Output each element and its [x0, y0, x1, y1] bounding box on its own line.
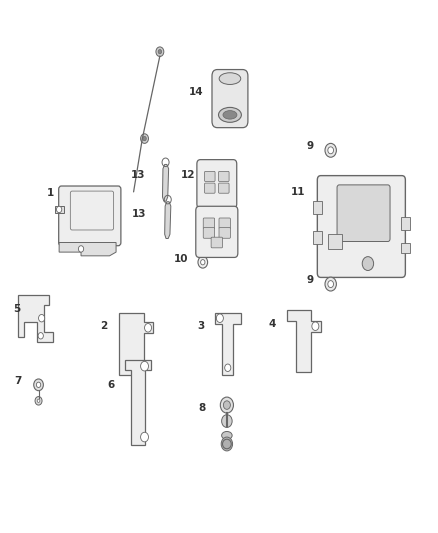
- FancyBboxPatch shape: [219, 228, 230, 238]
- Circle shape: [158, 50, 162, 54]
- FancyBboxPatch shape: [205, 171, 215, 181]
- Circle shape: [328, 147, 334, 154]
- Circle shape: [35, 397, 42, 405]
- Polygon shape: [215, 313, 241, 375]
- Circle shape: [57, 206, 62, 213]
- FancyBboxPatch shape: [212, 70, 248, 128]
- FancyBboxPatch shape: [337, 185, 390, 241]
- FancyBboxPatch shape: [211, 237, 223, 248]
- FancyBboxPatch shape: [203, 228, 215, 238]
- Bar: [328, 234, 342, 249]
- Text: 5: 5: [13, 304, 20, 314]
- Polygon shape: [401, 243, 410, 253]
- FancyBboxPatch shape: [196, 206, 238, 257]
- FancyBboxPatch shape: [219, 183, 229, 193]
- Circle shape: [225, 364, 231, 372]
- Polygon shape: [165, 202, 171, 239]
- Text: 13: 13: [132, 209, 147, 219]
- Text: 6: 6: [108, 380, 115, 390]
- Text: 10: 10: [173, 254, 188, 263]
- Circle shape: [221, 437, 233, 451]
- Circle shape: [312, 322, 319, 330]
- Circle shape: [223, 401, 230, 409]
- Polygon shape: [162, 164, 169, 201]
- Circle shape: [216, 314, 223, 322]
- Circle shape: [222, 415, 232, 427]
- FancyBboxPatch shape: [219, 171, 229, 181]
- FancyBboxPatch shape: [219, 218, 230, 229]
- Ellipse shape: [219, 73, 241, 85]
- Polygon shape: [55, 206, 64, 213]
- FancyBboxPatch shape: [197, 160, 237, 208]
- Circle shape: [143, 136, 146, 141]
- Circle shape: [201, 260, 205, 265]
- FancyBboxPatch shape: [59, 186, 121, 246]
- Circle shape: [34, 379, 43, 391]
- Polygon shape: [287, 310, 321, 372]
- Polygon shape: [119, 313, 153, 375]
- Text: 12: 12: [181, 170, 196, 180]
- Circle shape: [198, 256, 208, 268]
- Polygon shape: [313, 201, 321, 214]
- Circle shape: [36, 382, 41, 387]
- Text: 1: 1: [47, 189, 54, 198]
- Text: 2: 2: [101, 321, 108, 331]
- Text: 9: 9: [306, 275, 313, 285]
- Text: 4: 4: [269, 319, 276, 329]
- Text: 7: 7: [15, 376, 22, 386]
- Polygon shape: [125, 360, 151, 445]
- Text: 11: 11: [290, 187, 305, 197]
- Circle shape: [37, 399, 40, 402]
- Circle shape: [220, 397, 233, 413]
- FancyBboxPatch shape: [203, 218, 215, 229]
- Circle shape: [325, 277, 336, 291]
- Text: 14: 14: [188, 87, 203, 96]
- FancyBboxPatch shape: [317, 176, 405, 278]
- Text: 9: 9: [306, 141, 313, 151]
- Circle shape: [78, 246, 84, 252]
- Circle shape: [38, 333, 43, 339]
- Polygon shape: [59, 243, 116, 256]
- Text: 8: 8: [199, 403, 206, 413]
- Circle shape: [141, 361, 148, 371]
- Polygon shape: [401, 217, 410, 230]
- Ellipse shape: [222, 432, 232, 439]
- Polygon shape: [18, 295, 53, 342]
- Circle shape: [39, 314, 45, 322]
- Polygon shape: [313, 231, 321, 244]
- Ellipse shape: [219, 108, 241, 123]
- Circle shape: [141, 134, 148, 143]
- Circle shape: [145, 324, 152, 332]
- Circle shape: [328, 280, 334, 288]
- Ellipse shape: [223, 439, 231, 449]
- Circle shape: [325, 143, 336, 157]
- FancyBboxPatch shape: [205, 183, 215, 193]
- Circle shape: [156, 47, 164, 56]
- Circle shape: [362, 257, 374, 271]
- Text: 3: 3: [197, 321, 204, 331]
- Text: 13: 13: [131, 170, 145, 180]
- Ellipse shape: [223, 111, 237, 119]
- Circle shape: [141, 432, 148, 442]
